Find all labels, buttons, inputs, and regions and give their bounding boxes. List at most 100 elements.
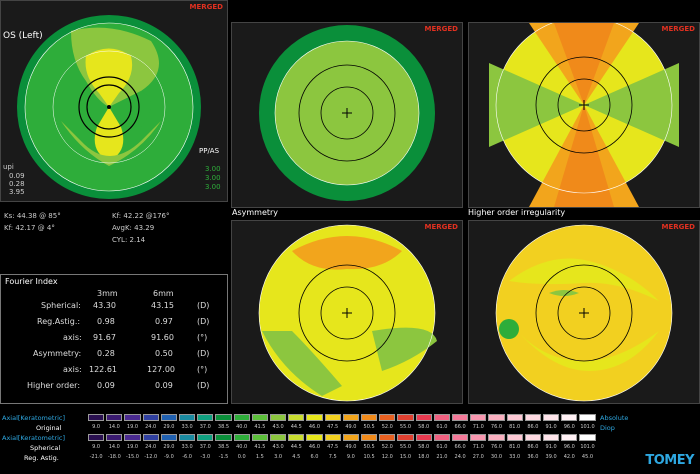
scale-swatch xyxy=(324,414,341,421)
scale-value: -3.0 xyxy=(200,454,211,460)
scale-value: 47.5 xyxy=(327,444,339,450)
scale-value: 6.0 xyxy=(310,454,319,460)
hoi-map xyxy=(469,221,699,403)
scale-value: -18.0 xyxy=(107,454,121,460)
scale-value: -12.0 xyxy=(144,454,158,460)
scale-swatch xyxy=(543,434,560,441)
scale-value: 29.0 xyxy=(163,424,175,430)
spherical-map-panel[interactable]: MERGED xyxy=(231,22,463,208)
scale-swatch xyxy=(215,434,232,441)
scale-value: -6.0 xyxy=(182,454,192,460)
hoi-map-panel[interactable]: MERGED xyxy=(468,220,700,404)
scale-value: 43.0 xyxy=(272,444,284,450)
scale-value: 55.0 xyxy=(399,444,412,450)
scale-value: 52.0 xyxy=(381,444,393,450)
fourier-index-table: Fourier Index 3mm 6mm Spherical: 43.30 4… xyxy=(0,274,228,404)
scale-value: 40.0 xyxy=(236,424,248,430)
scale-value: 96.0 xyxy=(563,444,575,450)
fourier-row: Higher order: 0.09 0.09 (D) xyxy=(1,381,227,395)
scale-value: 19.0 xyxy=(126,424,139,430)
scale-value: 33.0 xyxy=(509,454,521,460)
scale-value: 7.5 xyxy=(328,454,337,460)
row-3mm: 0.98 xyxy=(97,317,115,326)
scale-value: 41.5 xyxy=(254,444,266,450)
scale-value: 46.0 xyxy=(308,424,321,430)
scale-value: 37.0 xyxy=(199,424,211,430)
scale-value: 71.0 xyxy=(472,424,484,430)
tomey-logo: TOMEY xyxy=(645,453,694,468)
scale-swatch xyxy=(506,434,523,441)
scale-swatch xyxy=(506,414,523,421)
scale-value: 44.5 xyxy=(290,424,302,430)
scale-value: 9.0 xyxy=(346,454,355,460)
row-6mm: 0.09 xyxy=(155,381,173,390)
scale-value: 41.5 xyxy=(254,424,266,430)
scale-swatch xyxy=(88,414,105,421)
scale-value: 52.0 xyxy=(381,424,393,430)
regular-astig-map-panel[interactable]: MERGED xyxy=(468,22,700,208)
scale-swatch xyxy=(433,414,450,421)
row-6mm: 0.97 xyxy=(155,317,173,326)
scale-absolute: Absolute xyxy=(600,414,629,422)
row-unit: (D) xyxy=(197,317,210,326)
scale-value: 101.0 xyxy=(580,444,595,450)
row-label: Spherical: xyxy=(41,301,81,310)
scale-swatch xyxy=(142,414,159,421)
scale-value: 50.5 xyxy=(363,424,375,430)
scale-swatch xyxy=(561,414,578,421)
scale-value: 96.0 xyxy=(563,424,575,430)
scale-value: 43.0 xyxy=(272,424,284,430)
scale-swatch xyxy=(524,434,541,441)
fourier-row: Spherical: 43.30 43.15 (D) xyxy=(1,301,227,315)
scale-value: 9.0 xyxy=(92,444,101,450)
scale-value: 9.0 xyxy=(92,424,101,430)
scale-value: 61.0 xyxy=(436,424,448,430)
asymmetry-map xyxy=(232,221,462,403)
scale-value: 38.5 xyxy=(217,424,230,430)
scale-value: 47.5 xyxy=(327,424,339,430)
scale-value: 36.0 xyxy=(527,454,539,460)
scale-swatch xyxy=(470,434,487,441)
scale-value: 3.0 xyxy=(274,454,283,460)
scale-row2-sub2: Reg. Astig. xyxy=(24,454,59,462)
row-label: axis: xyxy=(63,365,82,374)
asymmetry-title: Asymmetry xyxy=(232,208,279,217)
scale-value: 66.0 xyxy=(454,444,466,450)
original-map-panel[interactable]: OS (Left) MERGED upi 0.09 0.28 3.95 PP/A… xyxy=(0,0,228,202)
scale-value: 14.0 xyxy=(108,424,120,430)
scale-value: 76.0 xyxy=(490,424,503,430)
scale-value: 10.5 xyxy=(363,454,375,460)
scale-swatch xyxy=(142,434,159,441)
scale-value: 71.0 xyxy=(472,444,484,450)
row-label: Higher order: xyxy=(27,381,81,390)
scale-value: 81.0 xyxy=(509,444,521,450)
legend-line-2: 0.28 xyxy=(9,180,25,188)
ks-readout: Ks: 44.38 @ 85° xyxy=(4,212,61,220)
scale-value: 42.0 xyxy=(563,454,575,460)
scale-swatch xyxy=(306,414,323,421)
scale-value: 91.0 xyxy=(545,424,557,430)
scale-value: 37.0 xyxy=(199,444,211,450)
scale-row2-sub1: Spherical xyxy=(30,444,61,452)
scale-value: 91.0 xyxy=(545,444,557,450)
scale-value: 4.5 xyxy=(292,454,301,460)
scale-value: -9.0 xyxy=(164,454,174,460)
row-3mm: 43.30 xyxy=(93,301,116,310)
merged-badge: MERGED xyxy=(661,25,695,33)
merged-badge: MERGED xyxy=(661,223,695,231)
scale-swatch xyxy=(561,434,578,441)
scale-diop: Diop xyxy=(600,424,615,432)
asymmetry-map-panel[interactable]: MERGED xyxy=(231,220,463,404)
scale-swatch xyxy=(233,434,250,441)
scale-value: 101.0 xyxy=(580,424,595,430)
row-6mm: 91.60 xyxy=(151,333,174,342)
scale-swatch xyxy=(397,434,414,441)
scale-swatch xyxy=(543,414,560,421)
scale-value: 40.0 xyxy=(236,444,248,450)
scale-swatch xyxy=(579,414,596,421)
row-label: Reg.Astig.: xyxy=(37,317,81,326)
scale-value: 24.0 xyxy=(145,444,157,450)
scale-value: 46.0 xyxy=(308,444,321,450)
scale-swatch xyxy=(124,434,141,441)
scale-swatch xyxy=(524,414,541,421)
